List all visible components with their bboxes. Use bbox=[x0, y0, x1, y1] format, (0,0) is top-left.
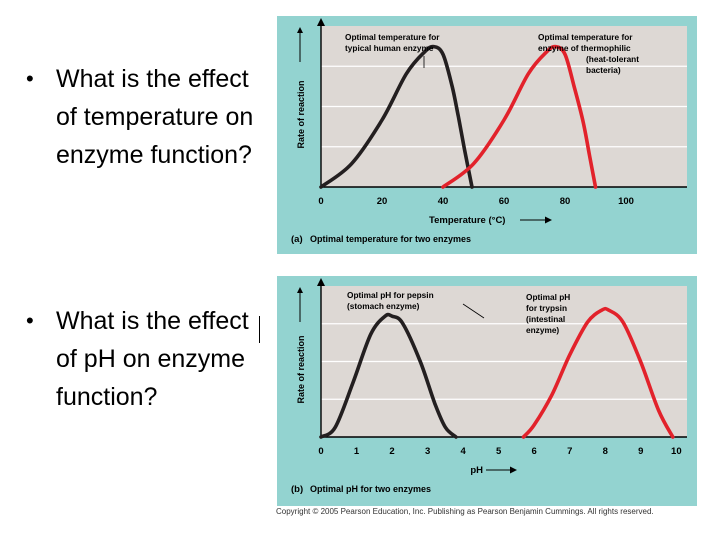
chart-panel-ph: Rate of reaction 0 1 2 3 4 5 6 7 8 9 10 pH (b) Optimal… bbox=[277, 276, 697, 506]
chart-panel-temperature: Rate of reaction 0 20 40 60 80 100 Temperature … bbox=[277, 16, 697, 254]
annotation-text: Optimal pH for pepsin bbox=[347, 290, 434, 300]
x-tick-label: 1 bbox=[354, 446, 360, 457]
annotation-text: (stomach enzyme) bbox=[347, 301, 420, 311]
x-tick-label: 3 bbox=[425, 446, 430, 457]
bullet-text: What is the effect of temperature on enz… bbox=[56, 65, 254, 169]
annotation-text: bacteria) bbox=[586, 65, 621, 75]
annotation-text: Optimal pH bbox=[526, 292, 570, 302]
series-line-red bbox=[441, 44, 598, 189]
annotation-text: for trypsin bbox=[526, 303, 567, 313]
x-tick-label: 100 bbox=[618, 196, 634, 207]
x-tick-label: 5 bbox=[496, 446, 502, 457]
x-tick-label: 0 bbox=[318, 446, 323, 457]
annotation-text: enzyme) bbox=[526, 325, 559, 335]
annotation-text: (heat-tolerant bbox=[586, 54, 639, 64]
x-tick-label: 4 bbox=[460, 446, 466, 457]
series-line-red bbox=[521, 306, 675, 439]
ph-chart: Rate of reaction 0 1 2 3 4 5 6 7 8 9 10 pH (b) Optimal… bbox=[291, 278, 687, 495]
panel-letter: (b) bbox=[291, 484, 303, 495]
annotation-text: Optimal temperature for bbox=[538, 32, 633, 42]
x-tick-label: 9 bbox=[638, 446, 643, 457]
bullet-dot-icon: • bbox=[26, 308, 34, 333]
bullet-text: What is the effect of pH on enzyme funct… bbox=[56, 307, 249, 411]
y-label-arrow-icon bbox=[297, 287, 303, 293]
x-tick-label: 6 bbox=[532, 446, 537, 457]
annotation-leader-line bbox=[462, 303, 485, 319]
x-tick-label: 8 bbox=[603, 446, 608, 457]
x-axis-label: pH bbox=[470, 465, 483, 476]
bullet-dot-icon: • bbox=[26, 66, 34, 91]
y-label-arrow-icon bbox=[297, 27, 303, 33]
y-axis-arrow-icon bbox=[317, 18, 325, 26]
text-cursor bbox=[259, 316, 260, 343]
x-tick-label: 2 bbox=[389, 446, 394, 457]
x-tick-label: 20 bbox=[377, 196, 388, 207]
chart-title: Optimal pH for two enzymes bbox=[310, 484, 431, 494]
annotation-text: (intestinal bbox=[526, 314, 565, 324]
annotation-text: enzyme of thermophilic bbox=[538, 43, 631, 53]
x-tick-label: 40 bbox=[438, 196, 449, 207]
x-tick-label: 80 bbox=[560, 196, 571, 207]
series-line-black bbox=[319, 312, 458, 439]
chart-title: Optimal temperature for two enzymes bbox=[310, 234, 471, 244]
copyright-notice: Copyright © 2005 Pearson Education, Inc.… bbox=[276, 507, 654, 516]
annotation-text: typical human enzyme bbox=[345, 43, 434, 53]
y-axis-label: Rate of reaction bbox=[296, 335, 306, 403]
y-axis-label: Rate of reaction bbox=[296, 80, 306, 148]
x-tick-label: 0 bbox=[318, 196, 323, 207]
x-tick-label: 10 bbox=[671, 446, 682, 457]
x-label-arrow-icon bbox=[510, 466, 517, 474]
x-tick-label: 60 bbox=[499, 196, 510, 207]
series-line-black bbox=[319, 44, 474, 189]
x-axis-label: Temperature (°C) bbox=[429, 215, 505, 226]
panel-letter: (a) bbox=[291, 234, 303, 245]
annotation-text: Optimal temperature for bbox=[345, 32, 440, 42]
y-axis-arrow-icon bbox=[317, 278, 325, 286]
temperature-chart: Rate of reaction 0 20 40 60 80 100 Temperature … bbox=[291, 18, 687, 245]
x-tick-label: 7 bbox=[567, 446, 572, 457]
x-label-arrow-icon bbox=[545, 216, 552, 224]
